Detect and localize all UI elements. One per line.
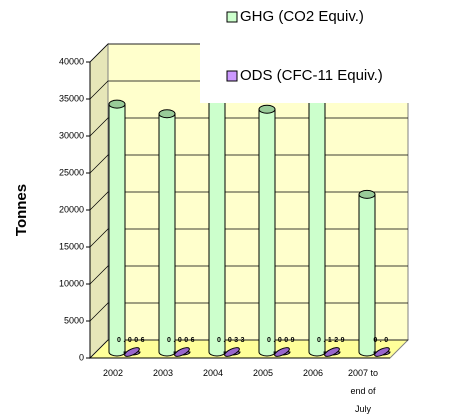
y-tick-label: 10000 xyxy=(59,278,84,288)
bar-top xyxy=(258,104,276,114)
bar xyxy=(158,113,176,357)
bar-top xyxy=(174,347,190,357)
y-tick-label: 35000 xyxy=(59,93,84,103)
x-tick-label: 2007 to end of July xyxy=(347,368,379,414)
data-label: 0.006 xyxy=(167,337,197,344)
bar-top xyxy=(324,347,340,357)
bar-top xyxy=(158,109,176,119)
bar xyxy=(258,108,276,357)
legend-box xyxy=(200,0,460,103)
grid-line xyxy=(89,228,408,248)
bar xyxy=(358,193,376,357)
data-label: 0.006 xyxy=(117,337,147,344)
legend-swatch xyxy=(226,70,238,82)
grid-line xyxy=(89,191,408,211)
grid-line xyxy=(89,117,408,137)
x-tick-label: 2002 xyxy=(102,368,124,378)
y-tick-label: 5000 xyxy=(64,315,84,325)
y-tick-label: 30000 xyxy=(59,130,84,140)
legend-label: ODS (CFC-11 Equiv.) xyxy=(240,67,383,84)
bar-top xyxy=(374,347,390,357)
bar-top xyxy=(108,99,126,109)
y-axis-label: Tonnes xyxy=(13,184,30,236)
x-tick-label: 2005 xyxy=(252,368,274,378)
bar-top xyxy=(224,347,240,357)
y-tick-label: 20000 xyxy=(59,204,84,214)
data-label: 0.129 xyxy=(317,337,347,344)
x-tick-label: 2004 xyxy=(202,368,224,378)
y-tick-label: 25000 xyxy=(59,167,84,177)
x-tick-label: 2003 xyxy=(152,368,174,378)
data-label: 0.0 xyxy=(373,337,390,344)
x-tick-label: 2006 xyxy=(302,368,324,378)
y-tick-label: 15000 xyxy=(59,241,84,251)
bar xyxy=(308,70,326,357)
bar xyxy=(208,77,226,357)
y-tick-label: 0 xyxy=(79,352,84,362)
grid-line xyxy=(89,154,408,174)
bar-top xyxy=(274,347,290,357)
legend-label: GHG (CO2 Equiv.) xyxy=(240,8,364,25)
bar-top xyxy=(358,189,376,199)
data-label: 0.033 xyxy=(217,337,247,344)
legend-swatch xyxy=(226,11,238,23)
bar-top xyxy=(124,347,140,357)
bar xyxy=(108,103,126,357)
grid-line xyxy=(89,339,408,359)
y-tick-label: 40000 xyxy=(59,56,84,66)
grid-line xyxy=(89,302,408,322)
data-label: 0.009 xyxy=(267,337,297,344)
grid-line xyxy=(89,265,408,285)
